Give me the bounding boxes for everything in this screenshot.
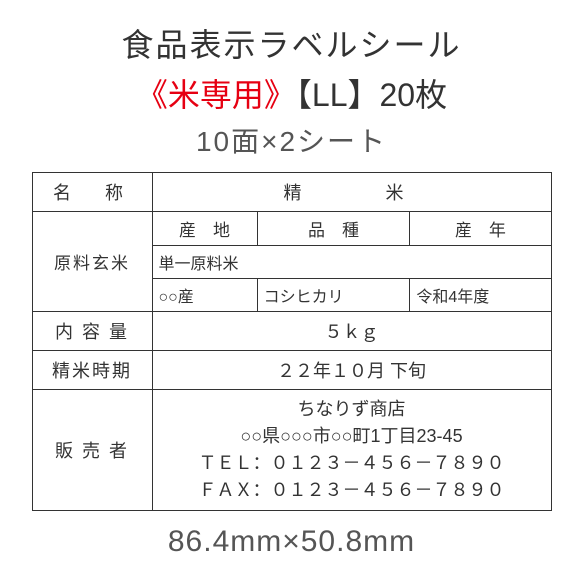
seller-tel: ＴＥＬ：０１２３－４５６－７８９０ xyxy=(161,450,543,477)
title-line2: 《米専用》【LL】20枚 xyxy=(121,70,461,116)
single-raw: 単一原料米 xyxy=(152,246,551,279)
label-table: 名 称 精 米 原料玄米 産 地 品 種 産 年 単一原料米 ○○産 コシヒカリ… xyxy=(32,172,552,511)
milling-value: ２２年１０月 下旬 xyxy=(152,351,551,390)
header-block: 食品表示ラベルシール 《米専用》【LL】20枚 10面×2シート xyxy=(121,20,461,160)
name-label: 名 称 xyxy=(32,173,152,212)
row-milling: 精米時期 ２２年１０月 下旬 xyxy=(32,351,551,390)
variety-value: コシヒカリ xyxy=(257,279,410,312)
rice-only-label: 《米専用》 xyxy=(136,77,296,113)
seller-name: ちなりず商店 xyxy=(161,396,543,423)
raw-label: 原料玄米 xyxy=(32,212,152,312)
row-seller: 販 売 者 ちなりず商店 ○○県○○○市○○町1丁目23-45 ＴＥＬ：０１２３… xyxy=(32,390,551,511)
year-header: 産 年 xyxy=(410,212,551,246)
origin-header: 産 地 xyxy=(152,212,257,246)
title-line3: 10面×2シート xyxy=(121,120,461,160)
size-qty-label: 【LL】20枚 xyxy=(296,77,447,113)
row-raw-header: 原料玄米 産 地 品 種 産 年 xyxy=(32,212,551,246)
content-value: ５ｋｇ xyxy=(152,312,551,351)
content-label: 内 容 量 xyxy=(32,312,152,351)
row-name: 名 称 精 米 xyxy=(32,173,551,212)
year-value: 令和4年度 xyxy=(410,279,551,312)
seller-label: 販 売 者 xyxy=(32,390,152,511)
origin-value: ○○産 xyxy=(152,279,257,312)
title-line1: 食品表示ラベルシール xyxy=(121,20,461,66)
row-content: 内 容 量 ５ｋｇ xyxy=(32,312,551,351)
dimensions-text: 86.4mm×50.8mm xyxy=(168,525,415,559)
seller-fax: ＦＡＸ：０１２３－４５６－７８９０ xyxy=(161,477,543,504)
seller-address: ○○県○○○市○○町1丁目23-45 xyxy=(161,423,543,450)
milling-label: 精米時期 xyxy=(32,351,152,390)
name-value: 精 米 xyxy=(152,173,551,212)
seller-info: ちなりず商店 ○○県○○○市○○町1丁目23-45 ＴＥＬ：０１２３－４５６－７… xyxy=(152,390,551,511)
variety-header: 品 種 xyxy=(257,212,410,246)
